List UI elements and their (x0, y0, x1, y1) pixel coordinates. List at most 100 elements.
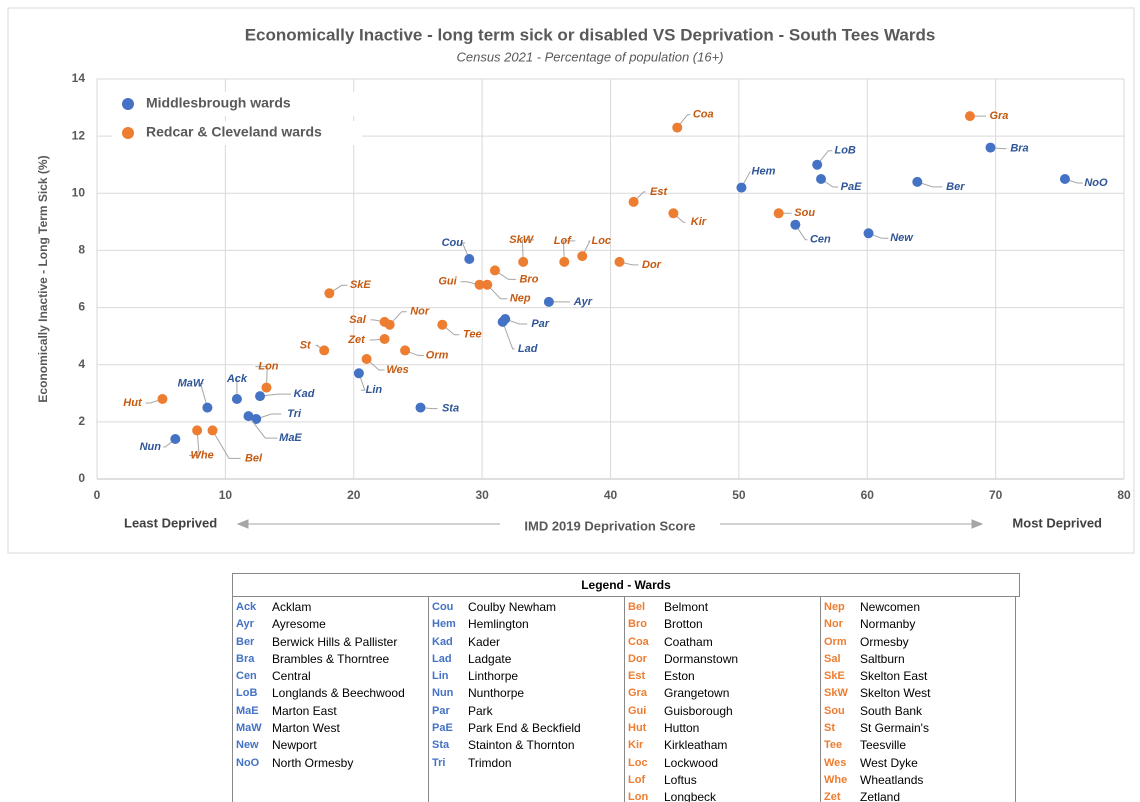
legend-row: Cen Central (233, 668, 428, 685)
leader-line (676, 114, 691, 128)
ward-name: Ladgate (468, 651, 512, 666)
leader-line (461, 242, 470, 260)
legend-table-title: Legend - Wards (232, 573, 1020, 597)
x-tick-label: 30 (475, 488, 489, 502)
point-label: Kir (691, 216, 707, 228)
legend-row: Par Park (429, 703, 624, 720)
legend-table-columns: Ack Acklam Ayr Ayresome Ber Berwick Hills & P… (232, 597, 1020, 802)
legend-row: Dor Dormanstown (625, 651, 820, 668)
ward-name: Newcomen (860, 600, 921, 614)
ward-name: Central (272, 669, 311, 684)
ward-name: Kader (468, 634, 501, 649)
ward-code: LoB (236, 687, 258, 700)
point (170, 434, 181, 444)
ward-name: St Germain's (860, 721, 929, 736)
legend-row: Gra Grangetown (625, 685, 820, 702)
ward-code: Bro (628, 618, 647, 631)
ward-code: Coa (628, 635, 649, 648)
chart-title: Economically Inactive - long term sick o… (245, 25, 936, 44)
point-label: Cou (442, 237, 464, 249)
point (1059, 174, 1070, 184)
legend-row: Lin Linthorpe (429, 668, 624, 685)
chart-frame (7, 7, 1135, 554)
point-label: Gui (438, 276, 457, 288)
ward-name: South Bank (860, 703, 923, 718)
ward-name: Nunthorpe (468, 686, 525, 701)
x-tick-label: 10 (219, 488, 233, 502)
point (672, 122, 683, 133)
point-label: Tee (463, 329, 482, 341)
ward-code: Lad (432, 652, 452, 665)
y-axis-label: Economically Inactive - Long Term Sick (… (36, 155, 50, 402)
legend-row: St St Germain's (821, 720, 1015, 737)
x-tick-label: 40 (604, 488, 618, 502)
legend-label: Redcar & Cleveland wards (146, 124, 322, 140)
legend-column: Ack Acklam Ayr Ayresome Ber Berwick Hills & P… (232, 597, 428, 802)
point (543, 296, 554, 307)
point (231, 394, 242, 404)
point-label: Whe (191, 449, 214, 461)
legend-row: Nor Normanby (821, 616, 1015, 633)
ward-name: North Ormesby (272, 755, 354, 770)
ward-code: St (824, 722, 835, 735)
x-tick-label: 80 (1117, 488, 1131, 502)
arrow-head (236, 519, 249, 529)
ward-code: Tri (432, 756, 446, 769)
ward-name: Zetland (860, 790, 901, 802)
annotation: Least Deprived (124, 515, 217, 530)
leader-line (358, 373, 366, 391)
point-label: Cen (810, 234, 831, 246)
leader-line (389, 311, 407, 326)
ward-name: Lockwood (664, 755, 719, 770)
leader-line (794, 224, 808, 241)
y-tick-label: 10 (72, 185, 86, 199)
ward-code: Sal (824, 652, 841, 665)
ward-code: PaE (432, 722, 453, 735)
legend-row: LoB Longlands & Beechwood (233, 685, 428, 702)
ward-name: Ayresome (272, 617, 326, 632)
ward-code: Ayr (236, 618, 254, 631)
legend-label: Middlesbrough wards (146, 95, 291, 111)
ward-name: Loftus (664, 772, 697, 787)
ward-name: Guisborough (664, 703, 733, 718)
leader-line (494, 270, 516, 280)
legend-row: Ack Acklam (233, 599, 428, 616)
ward-name: Brotton (664, 617, 703, 632)
legend-row: SkW Skelton West (821, 685, 1015, 702)
ward-code: Zet (824, 791, 841, 802)
chart-subtitle: Census 2021 - Percentage of population (… (456, 49, 723, 64)
chart: Economically Inactive - long term sick o… (7, 7, 1135, 554)
y-tick-label: 0 (78, 471, 85, 485)
point (192, 425, 203, 436)
ward-name: Linthorpe (468, 669, 519, 684)
leader-line (562, 240, 576, 262)
ward-code: SkE (824, 670, 845, 683)
y-tick-label: 4 (78, 357, 85, 371)
legend-row: Kad Kader (429, 634, 624, 651)
legend-row: Lon Longbeck (625, 789, 820, 802)
ward-code: Cen (236, 670, 257, 683)
ward-name: Longlands & Beechwood (272, 686, 405, 701)
legend-row: New Newport (233, 737, 428, 754)
legend-row: Lof Loftus (625, 772, 820, 789)
ward-name: Hemlington (468, 617, 529, 632)
legend-row: Nun Nunthorpe (429, 685, 624, 702)
ward-name: Stainton & Thornton (468, 738, 575, 753)
leader-line (189, 430, 200, 456)
annotation: Most Deprived (1012, 515, 1102, 530)
ward-name: Ormesby (860, 634, 909, 649)
ward-code: Bra (236, 652, 255, 665)
point (497, 316, 508, 327)
point (251, 414, 262, 424)
ward-code: Ber (236, 635, 255, 648)
legend-row: Whe Wheatlands (821, 772, 1015, 789)
ward-name: Marton West (272, 721, 340, 736)
ward-code: Bel (628, 601, 646, 613)
ward-code: Whe (824, 773, 848, 786)
ward-code: Gui (628, 704, 647, 717)
legend-row: Bro Brotton (625, 616, 820, 633)
leader-line (917, 181, 943, 188)
x-tick-label: 60 (861, 488, 875, 502)
legend-row: Orm Ormesby (821, 634, 1015, 651)
legend-row: Nep Newcomen (821, 599, 1015, 616)
